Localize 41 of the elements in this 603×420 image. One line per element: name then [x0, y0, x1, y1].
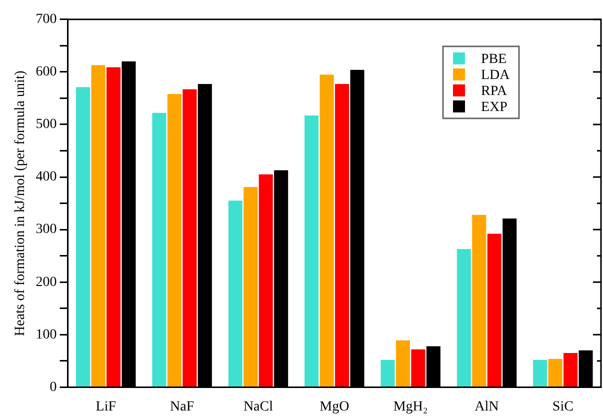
legend-label: PBE	[481, 52, 507, 68]
bar	[167, 94, 182, 386]
bar	[533, 360, 548, 386]
y-tick-label: 200	[36, 274, 57, 290]
y-tick-label: 500	[36, 117, 57, 132]
y-tick-label: 100	[36, 327, 57, 342]
bar	[152, 112, 166, 386]
y-axis-title: Heats of formation in kJ/mol (per formula unit)	[13, 70, 28, 336]
bar	[76, 87, 90, 386]
bar	[456, 249, 471, 386]
x-tick-label: MgH₂	[393, 399, 428, 414]
y-tick-label: 700	[36, 12, 57, 28]
legend-label: LDA	[481, 68, 511, 84]
bar	[106, 67, 121, 386]
x-tick-label: MgO	[320, 399, 350, 414]
x-tick-label: SiC	[552, 399, 574, 414]
x-tick-label: LiF	[96, 399, 116, 414]
bar	[564, 353, 578, 386]
y-tick-label: 400	[36, 170, 57, 185]
bar	[380, 360, 395, 386]
bar	[320, 74, 334, 386]
bar	[396, 340, 410, 386]
bar	[411, 349, 426, 386]
bar	[548, 358, 562, 386]
y-tick-label: 0	[50, 380, 57, 395]
legend-label: EXP	[481, 100, 508, 116]
bar	[91, 65, 106, 386]
y-tick-label: 600	[36, 64, 57, 80]
x-tick-label: NaCl	[243, 399, 274, 414]
bar	[304, 116, 319, 386]
x-tick-label: AlN	[474, 399, 499, 414]
x-tick-label: NaF	[170, 399, 194, 414]
legend-label: RPA	[481, 84, 508, 100]
bar	[244, 187, 258, 386]
bar	[335, 84, 350, 386]
bar	[487, 234, 502, 386]
bar	[258, 174, 273, 386]
bar	[472, 214, 486, 386]
bar	[228, 200, 242, 386]
y-tick-label: 300	[36, 222, 57, 238]
bar	[182, 89, 197, 386]
